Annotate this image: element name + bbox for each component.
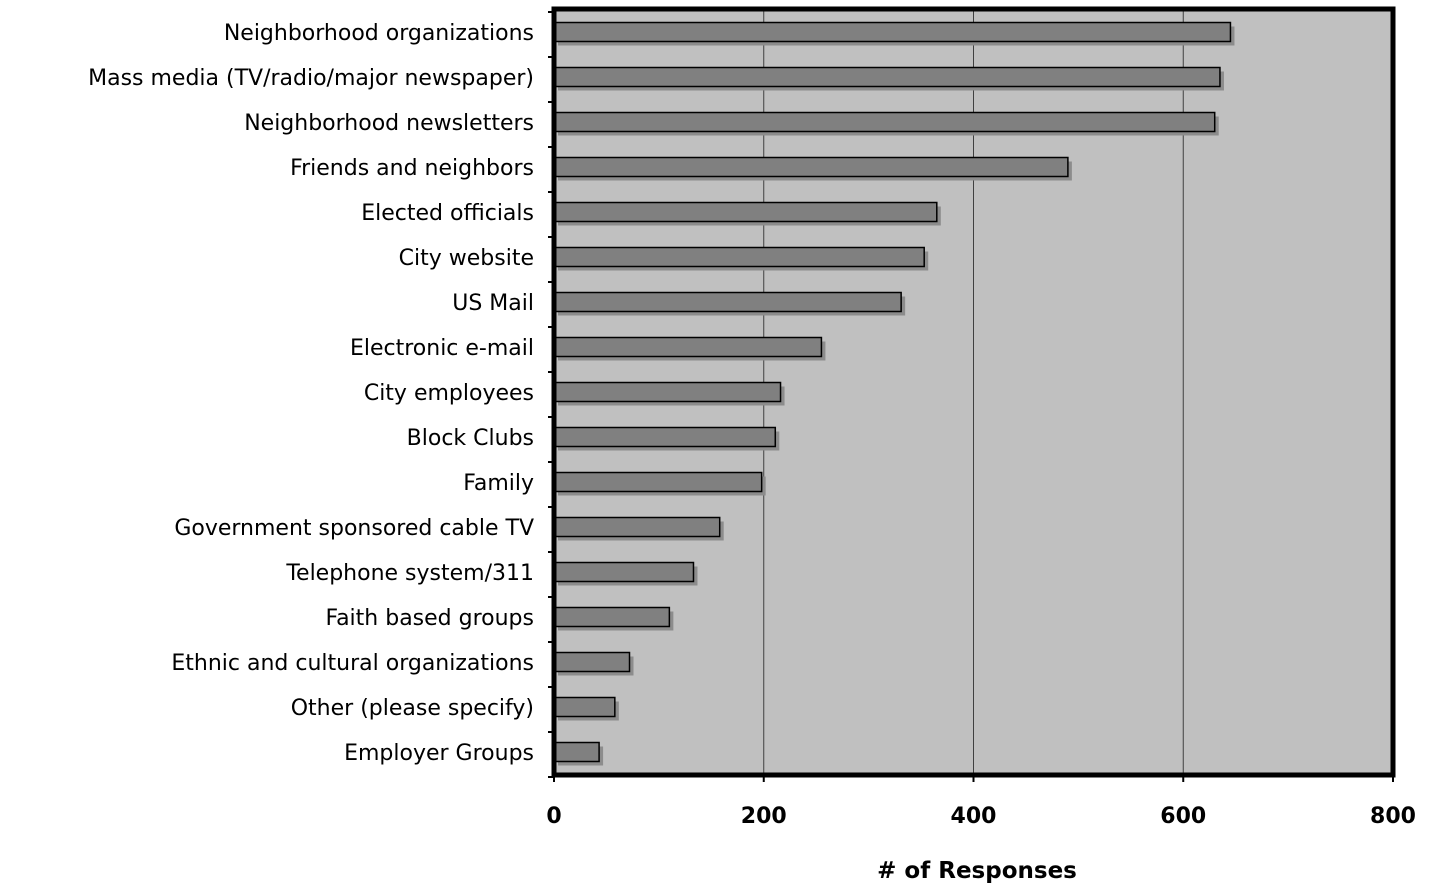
bar [553,426,777,448]
bar [553,21,1232,43]
category-label: City employees [364,381,534,406]
category-label: Elected officials [361,201,534,226]
category-label: Friends and neighbors [290,156,534,181]
bar [553,156,1069,178]
bar [553,201,938,223]
bars [553,21,1235,766]
category-label: Employer Groups [344,741,534,766]
category-label: Government sponsored cable TV [174,516,534,541]
category-label: Mass media (TV/radio/major newspaper) [88,66,534,91]
bar [553,66,1221,88]
category-label: Electronic e-mail [350,336,534,361]
bar [553,111,1216,133]
category-label: Telephone system/311 [285,561,534,586]
x-axis-title: # of Responses [877,858,1077,884]
category-labels: Neighborhood organizations Mass media (TV… [88,11,554,778]
category-label: Family [463,471,534,496]
category-label: Neighborhood newsletters [244,111,534,136]
bar [553,696,616,718]
bar [553,651,631,673]
bar [553,381,782,403]
category-label: Ethnic and cultural organizations [171,651,534,676]
bar [553,291,902,313]
x-tick-label: 400 [951,804,997,829]
category-label: US Mail [452,291,534,316]
x-tick-label: 600 [1160,804,1206,829]
bar [553,606,671,628]
bar [553,741,600,763]
category-label: Neighborhood organizations [224,21,534,46]
category-label: Block Clubs [407,426,534,451]
bar [553,336,823,358]
category-label: Other (please specify) [291,696,534,721]
x-tick-label: 800 [1370,804,1416,829]
x-tick-label: 0 [546,804,561,829]
category-label: Faith based groups [325,606,534,631]
bar [553,471,763,493]
bar [553,246,925,268]
bar [553,561,695,583]
category-label: City website [399,246,534,271]
x-tick-label: 200 [741,804,787,829]
x-tick-labels: 0 200 400 600 800 [546,775,1416,829]
bar [553,516,721,538]
